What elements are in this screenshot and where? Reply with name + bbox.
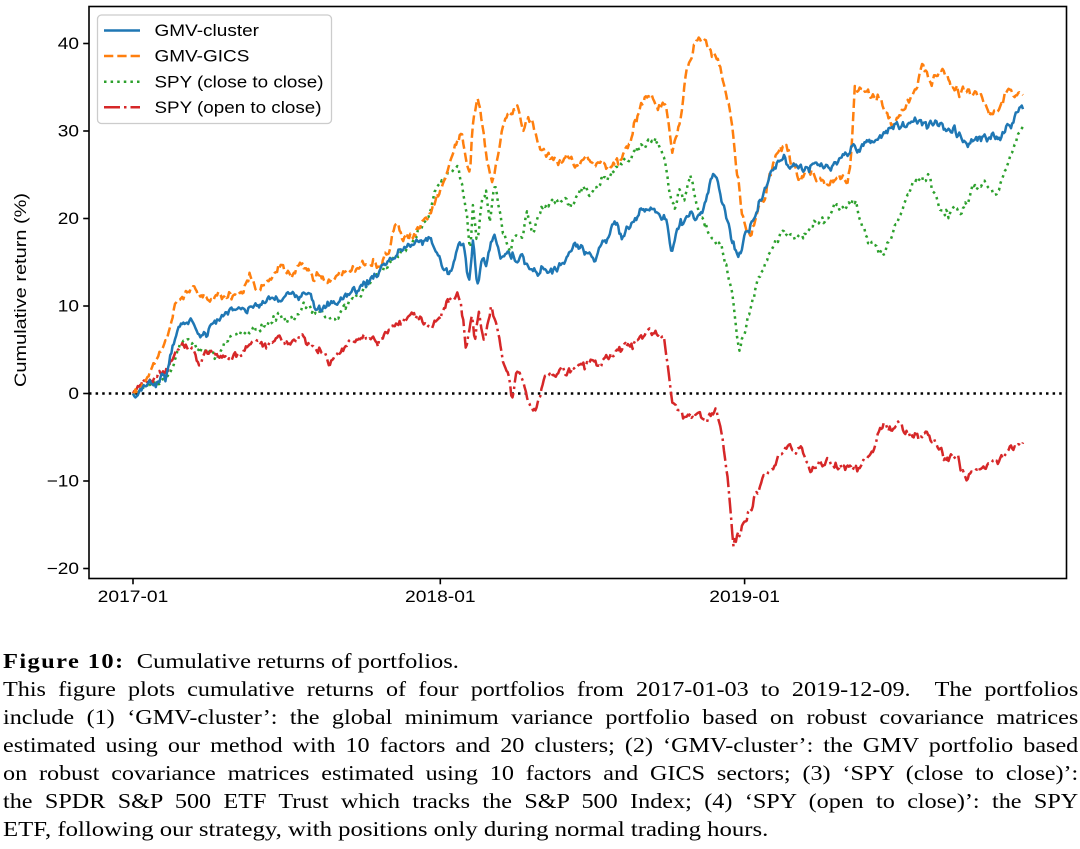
svg-text:20: 20	[58, 210, 79, 228]
svg-text:2017-01: 2017-01	[98, 588, 169, 606]
svg-text:SPY (open to close): SPY (open to close)	[155, 99, 322, 117]
svg-text:0: 0	[68, 385, 79, 403]
svg-text:30: 30	[58, 123, 79, 141]
svg-text:40: 40	[58, 35, 79, 53]
svg-text:2018-01: 2018-01	[405, 588, 476, 606]
svg-text:GMV-GICS: GMV-GICS	[155, 48, 250, 66]
svg-text:SPY (close to close): SPY (close to close)	[155, 73, 324, 91]
svg-text:−20: −20	[47, 560, 79, 578]
svg-text:2019-01: 2019-01	[709, 588, 780, 606]
svg-text:−10: −10	[47, 473, 79, 491]
svg-text:GMV-cluster: GMV-cluster	[155, 22, 260, 40]
svg-text:10: 10	[58, 298, 79, 316]
svg-text:Cumulative return (%): Cumulative return (%)	[12, 193, 30, 387]
